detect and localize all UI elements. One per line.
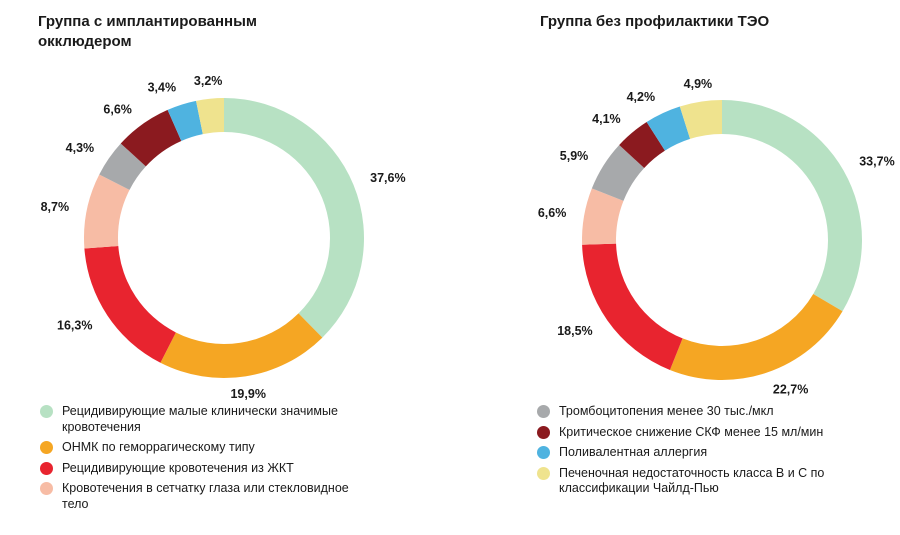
- legend-right-item-1: Критическое снижение СКФ менее 15 мл/мин: [537, 425, 882, 441]
- donut-0-label-1: 19,9%: [230, 387, 265, 400]
- legend-left-item-0: Рецидивирующие малые клинически значимые…: [40, 404, 370, 435]
- donut-1-slice-7: [679, 100, 722, 139]
- donut-1-slice-6: [646, 106, 691, 151]
- legend-label: Рецидивирующие малые клинически значимые…: [62, 404, 338, 434]
- legend-label: ОНМК по геморрагическому типу: [62, 440, 255, 454]
- donut-0-slice-2: [84, 245, 176, 363]
- donut-1-label-1: 22,7%: [773, 383, 808, 397]
- chart-title-left: Группа с имплантированным окклюдером: [38, 13, 257, 50]
- donut-1-label-7: 4,9%: [684, 77, 713, 91]
- donut-0-label-5: 6,6%: [103, 103, 132, 117]
- donut-1-label-0: 33,7%: [859, 155, 894, 169]
- chart-title-right: Группа без профилактики ТЭО: [540, 13, 770, 30]
- legend-left-item-3: Кровотечения в сетчатку глаза или стекло…: [40, 481, 370, 512]
- donut-0-slice-6: [167, 100, 203, 141]
- legend-label: Печеночная недостаточность класса В и С …: [559, 465, 825, 496]
- donut-0-label-7: 3,2%: [194, 74, 223, 88]
- legend-right-item-0: Тромбоцитопения менее 30 тыс./мкл: [537, 404, 882, 420]
- donut-1-label-4: 5,9%: [560, 149, 589, 163]
- legend-left: Рецидивирующие малые клинически значимые…: [40, 404, 370, 517]
- legend-right-item-3: Печеночная недостаточность класса В и С …: [537, 466, 882, 497]
- legend-swatch: [537, 466, 550, 480]
- legend-swatch: [40, 405, 53, 418]
- donut-1-label-6: 4,2%: [627, 90, 656, 104]
- legend-label: Кровотечения в сетчатку глаза или стекло…: [62, 481, 349, 511]
- donut-charts: 37,6% 19,9% 16,3% 8,7% 4,3% 6,6% 3,4% 3,2% 33,7%…: [41, 74, 895, 400]
- legend-right: Тромбоцитопения менее 30 тыс./мкл Критиче…: [537, 404, 882, 502]
- donut-0-slice-5: [120, 109, 182, 167]
- legend-label: Поливалентная аллергия: [559, 445, 708, 459]
- donut-0-label-6: 3,4%: [148, 80, 177, 94]
- legend-swatch: [40, 461, 53, 475]
- legend-swatch: [537, 446, 550, 459]
- donut-1-slice-2: [582, 243, 683, 370]
- donut-0-slice-7: [196, 98, 224, 135]
- donut-0-label-2: 16,3%: [57, 319, 92, 333]
- donut-1-slice-4: [591, 144, 645, 201]
- donut-0-slice-1: [160, 313, 323, 379]
- legend-left-item-2: Рецидивирующие кровотечения из ЖКТ: [40, 461, 370, 477]
- legend-label: Рецидивирующие кровотечения из ЖКТ: [62, 460, 294, 475]
- donut-0-label-3: 8,7%: [41, 200, 70, 214]
- legend-right-item-2: Поливалентная аллергия: [537, 445, 882, 461]
- donut-1-label-3: 6,6%: [538, 206, 567, 220]
- donut-1-label-2: 18,5%: [557, 324, 592, 338]
- donut-0-slice-0: [224, 98, 364, 338]
- donut-1-slice-1: [669, 293, 843, 380]
- donut-1-slice-3: [582, 188, 624, 245]
- legend-left-item-1: ОНМК по геморрагическому типу: [40, 440, 370, 456]
- donut-0-label-0: 37,6%: [370, 171, 405, 185]
- legend-swatch: [40, 441, 53, 454]
- legend-swatch: [537, 405, 550, 418]
- donut-1-slice-5: [619, 122, 665, 169]
- donut-0-slice-4: [99, 143, 146, 190]
- legend-label: Критическое снижение СКФ менее 15 мл/мин: [559, 424, 824, 439]
- donut-0-label-4: 4,3%: [66, 141, 95, 155]
- legend-swatch: [40, 482, 53, 495]
- legend-swatch: [537, 425, 550, 439]
- donut-0-slice-3: [83, 174, 130, 249]
- donut-1-slice-0: [722, 100, 863, 312]
- donut-1-label-5: 4,1%: [592, 112, 621, 126]
- legend-label: Тромбоцитопения менее 30 тыс./мкл: [559, 404, 774, 418]
